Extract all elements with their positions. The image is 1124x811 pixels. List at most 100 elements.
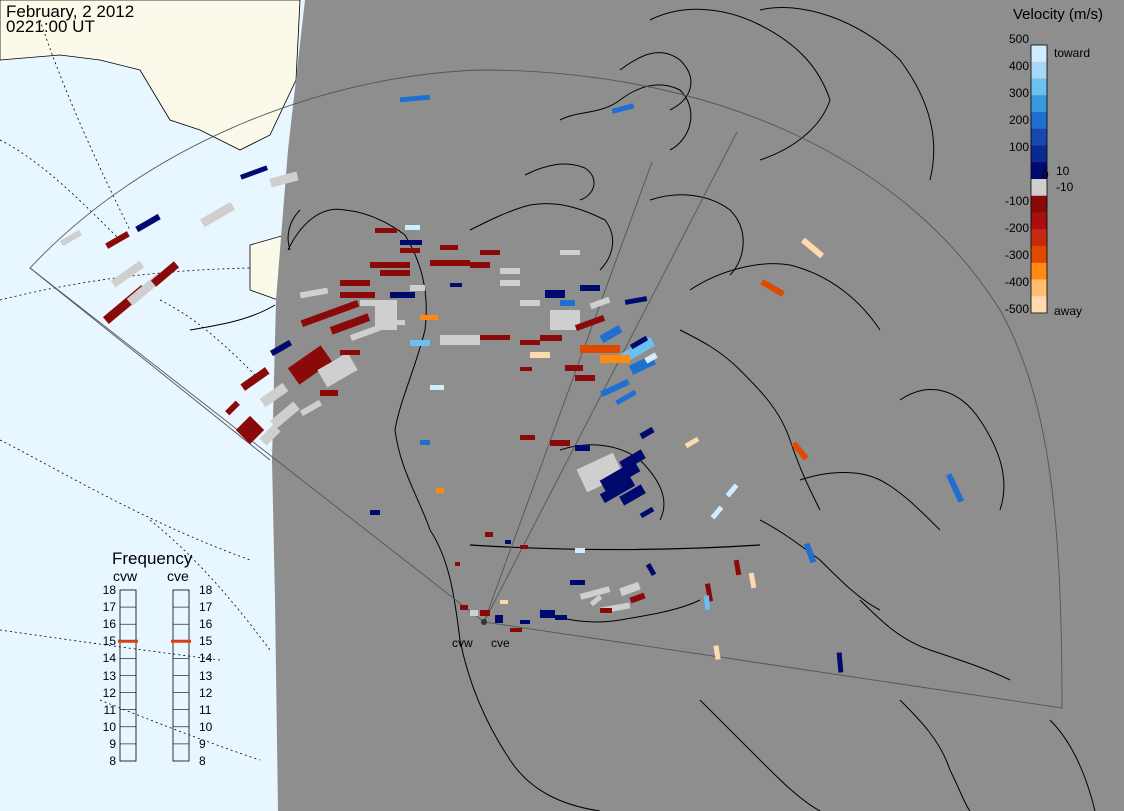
away-label: away <box>1054 304 1083 318</box>
velocity-echo-cell <box>399 94 431 103</box>
velocity-echo-cell <box>560 300 575 306</box>
scatter-echoes <box>59 94 965 673</box>
velocity-echo-cell <box>639 506 655 519</box>
velocity-echo-cell <box>480 610 490 616</box>
frequency-tick-label-left: 8 <box>109 754 116 768</box>
frequency-tick-label-right: 16 <box>199 617 213 632</box>
toward-label: toward <box>1054 46 1091 60</box>
frequency-tick-label-right: 12 <box>199 685 213 700</box>
velocity-scale-swatch <box>1031 229 1047 247</box>
velocity-echo-cell <box>574 315 606 331</box>
velocity-echo-cell <box>733 559 742 576</box>
velocity-echo-cell <box>629 335 649 350</box>
velocity-echo-cell <box>485 532 493 537</box>
velocity-echo-cell <box>619 484 646 506</box>
velocity-scale-swatch <box>1031 296 1047 314</box>
ground-scatter-cell <box>390 320 405 325</box>
velocity-echo-cell <box>480 250 500 255</box>
radar-name-cvw: cvw <box>113 568 138 584</box>
velocity-echo-cell <box>540 335 562 341</box>
velocity-scale-swatch <box>1031 78 1047 96</box>
velocity-echo-cell <box>555 615 567 620</box>
velocity-echo-cell <box>400 248 420 253</box>
velocity-echo-cell <box>540 610 555 618</box>
velocity-tick-label: 300 <box>1008 86 1029 100</box>
velocity-echo-cell <box>710 505 724 520</box>
frequency-tick-label-right: 10 <box>199 719 213 734</box>
frequency-tick-label-right: 17 <box>199 600 213 615</box>
velocity-echo-cell <box>135 213 161 233</box>
velocity-echo-cell <box>390 292 415 298</box>
velocity-echo-cell <box>600 608 612 613</box>
radar-field-of-view <box>29 69 1063 709</box>
velocity-echo-cell <box>460 605 468 610</box>
site-label-cvw: cvw <box>452 636 473 650</box>
ground-scatter-cell <box>589 296 611 310</box>
velocity-scale-title: Velocity (m/s) <box>1013 6 1104 23</box>
velocity-scale-swatch <box>1031 162 1047 180</box>
frequency-bars <box>118 589 191 762</box>
velocity-echo-cell <box>370 510 380 515</box>
velocity-echo-cell <box>644 352 658 364</box>
radar-site-marker <box>481 619 487 625</box>
frequency-tick-label-left: 13 <box>102 668 116 683</box>
velocity-echo-cell <box>420 315 438 320</box>
ground-scatter-cell <box>576 452 624 493</box>
velocity-echo-cell <box>520 435 535 440</box>
frequency-tick-label-right: 8 <box>199 754 206 768</box>
frequency-title: Frequency <box>112 549 193 568</box>
velocity-echo-cell <box>550 440 570 446</box>
velocity-echo-cell <box>320 390 338 396</box>
velocity-echo-cell <box>803 542 817 564</box>
ground-scatter-cell <box>375 300 397 330</box>
velocity-scale-swatch <box>1031 95 1047 113</box>
velocity-echo-cell <box>545 290 565 298</box>
night-shaded-region <box>272 0 1124 811</box>
coastlines <box>189 6 1096 811</box>
site-label-cve: cve <box>491 636 510 650</box>
velocity-echo-cell <box>599 476 636 504</box>
velocity-scale-swatch <box>1031 128 1047 146</box>
velocity-echo-cell <box>703 595 711 610</box>
velocity-echo-cell <box>639 426 655 440</box>
sunlit-landmass <box>0 0 301 151</box>
ground-scatter-cell <box>110 260 145 288</box>
velocity-echo-cell <box>480 335 510 340</box>
ground-scatter-cell <box>500 280 520 286</box>
velocity-echo-cell <box>470 262 490 268</box>
velocity-echo-cell <box>495 615 503 623</box>
velocity-echo-cell <box>629 592 646 604</box>
velocity-scale-swatch <box>1031 145 1047 163</box>
ground-scatter-cell <box>259 424 281 446</box>
ground-scatter-cell <box>440 335 480 345</box>
velocity-scale-swatch <box>1031 179 1047 197</box>
velocity-echo-cell <box>575 445 590 451</box>
frequency-tick-label-left: 12 <box>102 685 116 700</box>
velocity-echo-cell <box>105 231 130 249</box>
velocity-echo-cell <box>791 441 809 461</box>
velocity-echo-cell <box>520 367 532 371</box>
velocity-echo-cell <box>375 228 397 233</box>
velocity-scale-swatch <box>1031 45 1047 63</box>
velocity-echo-cell <box>615 389 637 406</box>
time-label: 0221:00 UT <box>6 17 95 36</box>
velocity-echo-cell <box>530 352 550 358</box>
velocity-tick-label: 200 <box>1008 113 1029 127</box>
ground-scatter-cell <box>200 201 235 228</box>
velocity-scale-frame <box>1030 44 1048 314</box>
velocity-echo-cell <box>599 325 623 343</box>
ground-scatter-cell <box>269 171 299 188</box>
frequency-tick-label-left: 9 <box>109 736 116 751</box>
velocity-echo-cell <box>300 299 360 328</box>
ground-scatter-cell <box>59 229 83 247</box>
velocity-echo-cell <box>600 378 630 398</box>
velocity-echo-cell <box>340 280 370 286</box>
velocity-echo-cell <box>380 270 410 276</box>
velocity-tick-label: -500 <box>1004 302 1029 316</box>
ground-scatter-cell <box>317 352 358 388</box>
velocity-echo-cell <box>565 365 583 371</box>
frequency-tick-label-right: 11 <box>199 702 212 717</box>
velocity-echo-cell <box>624 296 648 305</box>
velocity-scale-swatch <box>1031 212 1047 230</box>
velocity-echo-cell <box>450 283 462 287</box>
